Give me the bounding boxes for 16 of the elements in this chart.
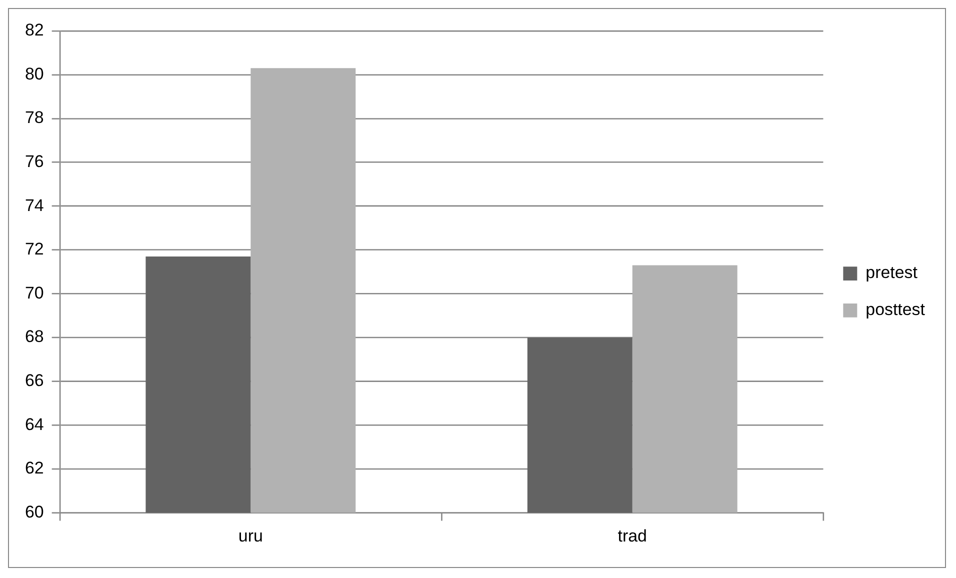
y-tick-label: 72 bbox=[24, 240, 44, 259]
y-tick-label: 68 bbox=[24, 327, 44, 346]
y-tick-label: 74 bbox=[24, 196, 44, 215]
y-tick-label: 78 bbox=[24, 108, 44, 128]
legend-label: posttest bbox=[866, 300, 926, 320]
y-tick-label: 64 bbox=[24, 414, 44, 434]
y-tick-label: 60 bbox=[24, 502, 44, 522]
x-tick-label: uru bbox=[238, 526, 263, 546]
legend-label: pretest bbox=[866, 263, 918, 282]
y-tick-label: 76 bbox=[24, 152, 44, 172]
y-tick-label: 70 bbox=[24, 283, 44, 302]
x-tick-label: trad bbox=[618, 526, 647, 546]
y-tick-label: 80 bbox=[24, 64, 44, 84]
y-tick-label: 82 bbox=[24, 20, 44, 40]
y-tick-label: 66 bbox=[24, 371, 44, 390]
y-tick-label: 62 bbox=[24, 458, 44, 478]
